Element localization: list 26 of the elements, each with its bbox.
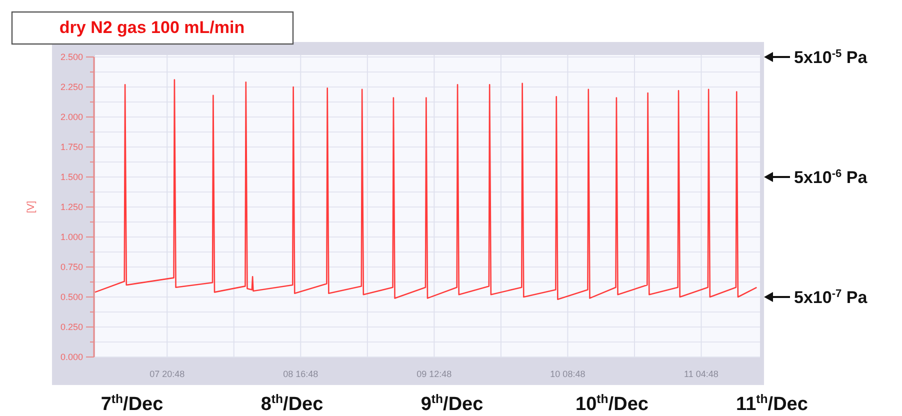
x-tick-label: 08 16:48 <box>283 369 318 379</box>
x-tick-label: 09 12:48 <box>416 369 452 379</box>
text: 8$^{th}$/Dec <box>260 392 324 415</box>
y-tick-label: 2.250 <box>60 82 83 92</box>
y-tick-label: 0.250 <box>60 322 83 332</box>
y-tick-label: 1.750 <box>60 142 83 152</box>
y-tick-label: 1.000 <box>60 232 83 242</box>
text: 5x10$^{-5}$ Pa <box>794 48 868 67</box>
y-tick-label: 1.250 <box>60 202 83 212</box>
text: 9$^{th}$/Dec <box>420 392 484 415</box>
text: 5x10$^{-6}$ Pa <box>794 168 868 187</box>
y-tick-label: 0.000 <box>60 352 83 362</box>
y-axis-title: [V] <box>26 200 37 214</box>
y-tick-label: 1.500 <box>60 172 83 182</box>
text: 5x10$^{-7}$ Pa <box>794 288 868 307</box>
x-tick-label: 07 20:48 <box>150 369 185 379</box>
text: 10$^{th}$/Dec <box>576 392 649 415</box>
y-tick-label: 2.000 <box>60 112 83 122</box>
chart-title: dry N2 gas 100 mL/min <box>59 18 245 37</box>
x-tick-label: 10 08:48 <box>550 369 586 379</box>
y-tick-label: 2.500 <box>60 52 83 62</box>
text: 11$^{th}$/Dec <box>736 392 808 415</box>
y-tick-label: 0.500 <box>60 292 83 302</box>
text: 7$^{th}$/Dec <box>100 392 164 415</box>
x-tick-label: 11 04:48 <box>684 369 718 379</box>
y-tick-label: 0.750 <box>60 262 83 272</box>
